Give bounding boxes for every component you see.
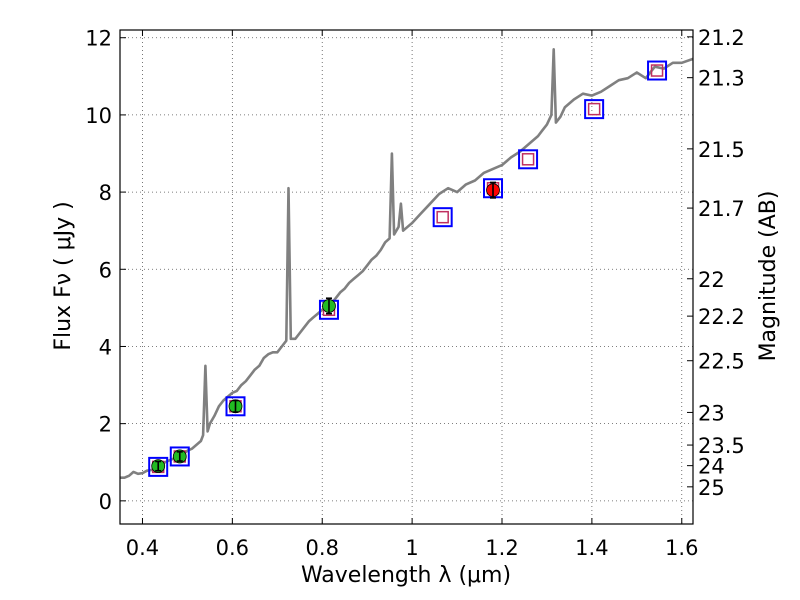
mag-tick-label: 23 [698,401,725,425]
model-photometry-box [647,60,668,81]
model-photometry-inner [587,102,601,116]
plot-frame [119,29,694,525]
x-tick-label: 0.4 [126,536,159,560]
model-photometry-inner [436,210,449,224]
model-photometry-box [432,207,453,228]
x-tick-label: 1.4 [575,536,608,560]
mag-tick-label: 22 [698,268,725,292]
y-tick-label: 8 [99,181,112,205]
y-tick-label: 2 [99,413,112,437]
y-tick-label: 12 [85,27,112,51]
mag-tick-label: 21.7 [698,197,745,221]
mag-tick-label: 23.5 [698,434,745,458]
y2-axis-title: Magnitude (AB) [756,191,781,362]
mag-tick-label: 21.2 [698,26,745,50]
model-photometry-box [148,456,169,477]
x-tick-label: 0.6 [216,536,249,560]
model-photometry-inner [521,153,535,166]
model-photometry-box [169,446,190,467]
y-axis-title: Flux Fν ( μJy ) [51,201,76,350]
x-tick-label: 1.2 [485,536,518,560]
marker-layer [148,60,668,477]
mag-tick-label: 21.3 [698,67,745,91]
x-tick-label: 1 [405,536,418,560]
model-photometry-box [225,396,246,417]
series-layer [120,47,694,480]
model-photometry-box [584,99,605,120]
grid-layer [120,30,693,524]
y-tick-label: 4 [99,335,112,359]
mag-tick-label: 21.5 [698,138,745,162]
spectrum-line [120,47,694,480]
mag-tick-label: 25 [698,476,725,500]
x-tick-label: 1.6 [665,536,698,560]
mag-tick-label: 22.2 [698,305,745,329]
mag-tick-label: 24 [698,455,725,479]
y-tick-label: 10 [85,104,112,128]
model-photometry-inner [650,64,664,77]
x-axis-title: Wavelength λ (μm) [301,563,511,588]
x-tick-label: 0.8 [306,536,339,560]
y-tick-label: 6 [99,258,112,282]
mag-tick-label: 22.5 [698,350,745,374]
y-tick-label: 0 [99,490,112,514]
model-photometry-box [518,149,539,170]
